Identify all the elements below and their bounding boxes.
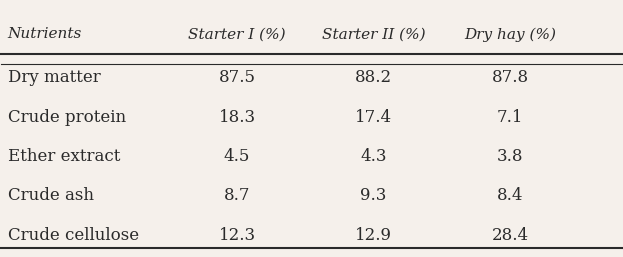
Text: Starter II (%): Starter II (%) (321, 27, 426, 41)
Text: 87.8: 87.8 (492, 69, 528, 86)
Text: 28.4: 28.4 (492, 227, 528, 244)
Text: Crude ash: Crude ash (7, 187, 93, 204)
Text: 87.5: 87.5 (219, 69, 255, 86)
Text: 8.7: 8.7 (224, 187, 250, 204)
Text: 88.2: 88.2 (355, 69, 392, 86)
Text: 9.3: 9.3 (360, 187, 387, 204)
Text: Ether extract: Ether extract (7, 148, 120, 165)
Text: 4.3: 4.3 (360, 148, 387, 165)
Text: 3.8: 3.8 (497, 148, 523, 165)
Text: 17.4: 17.4 (355, 108, 392, 126)
Text: 4.5: 4.5 (224, 148, 250, 165)
Text: Dry hay (%): Dry hay (%) (464, 27, 556, 42)
Text: Crude protein: Crude protein (7, 108, 126, 126)
Text: Starter I (%): Starter I (%) (188, 27, 286, 41)
Text: 7.1: 7.1 (497, 108, 523, 126)
Text: Dry matter: Dry matter (7, 69, 100, 86)
Text: Nutrients: Nutrients (7, 27, 82, 41)
Text: Crude cellulose: Crude cellulose (7, 227, 139, 244)
Text: 12.9: 12.9 (355, 227, 392, 244)
Text: 8.4: 8.4 (497, 187, 523, 204)
Text: 18.3: 18.3 (219, 108, 255, 126)
Text: 12.3: 12.3 (219, 227, 255, 244)
